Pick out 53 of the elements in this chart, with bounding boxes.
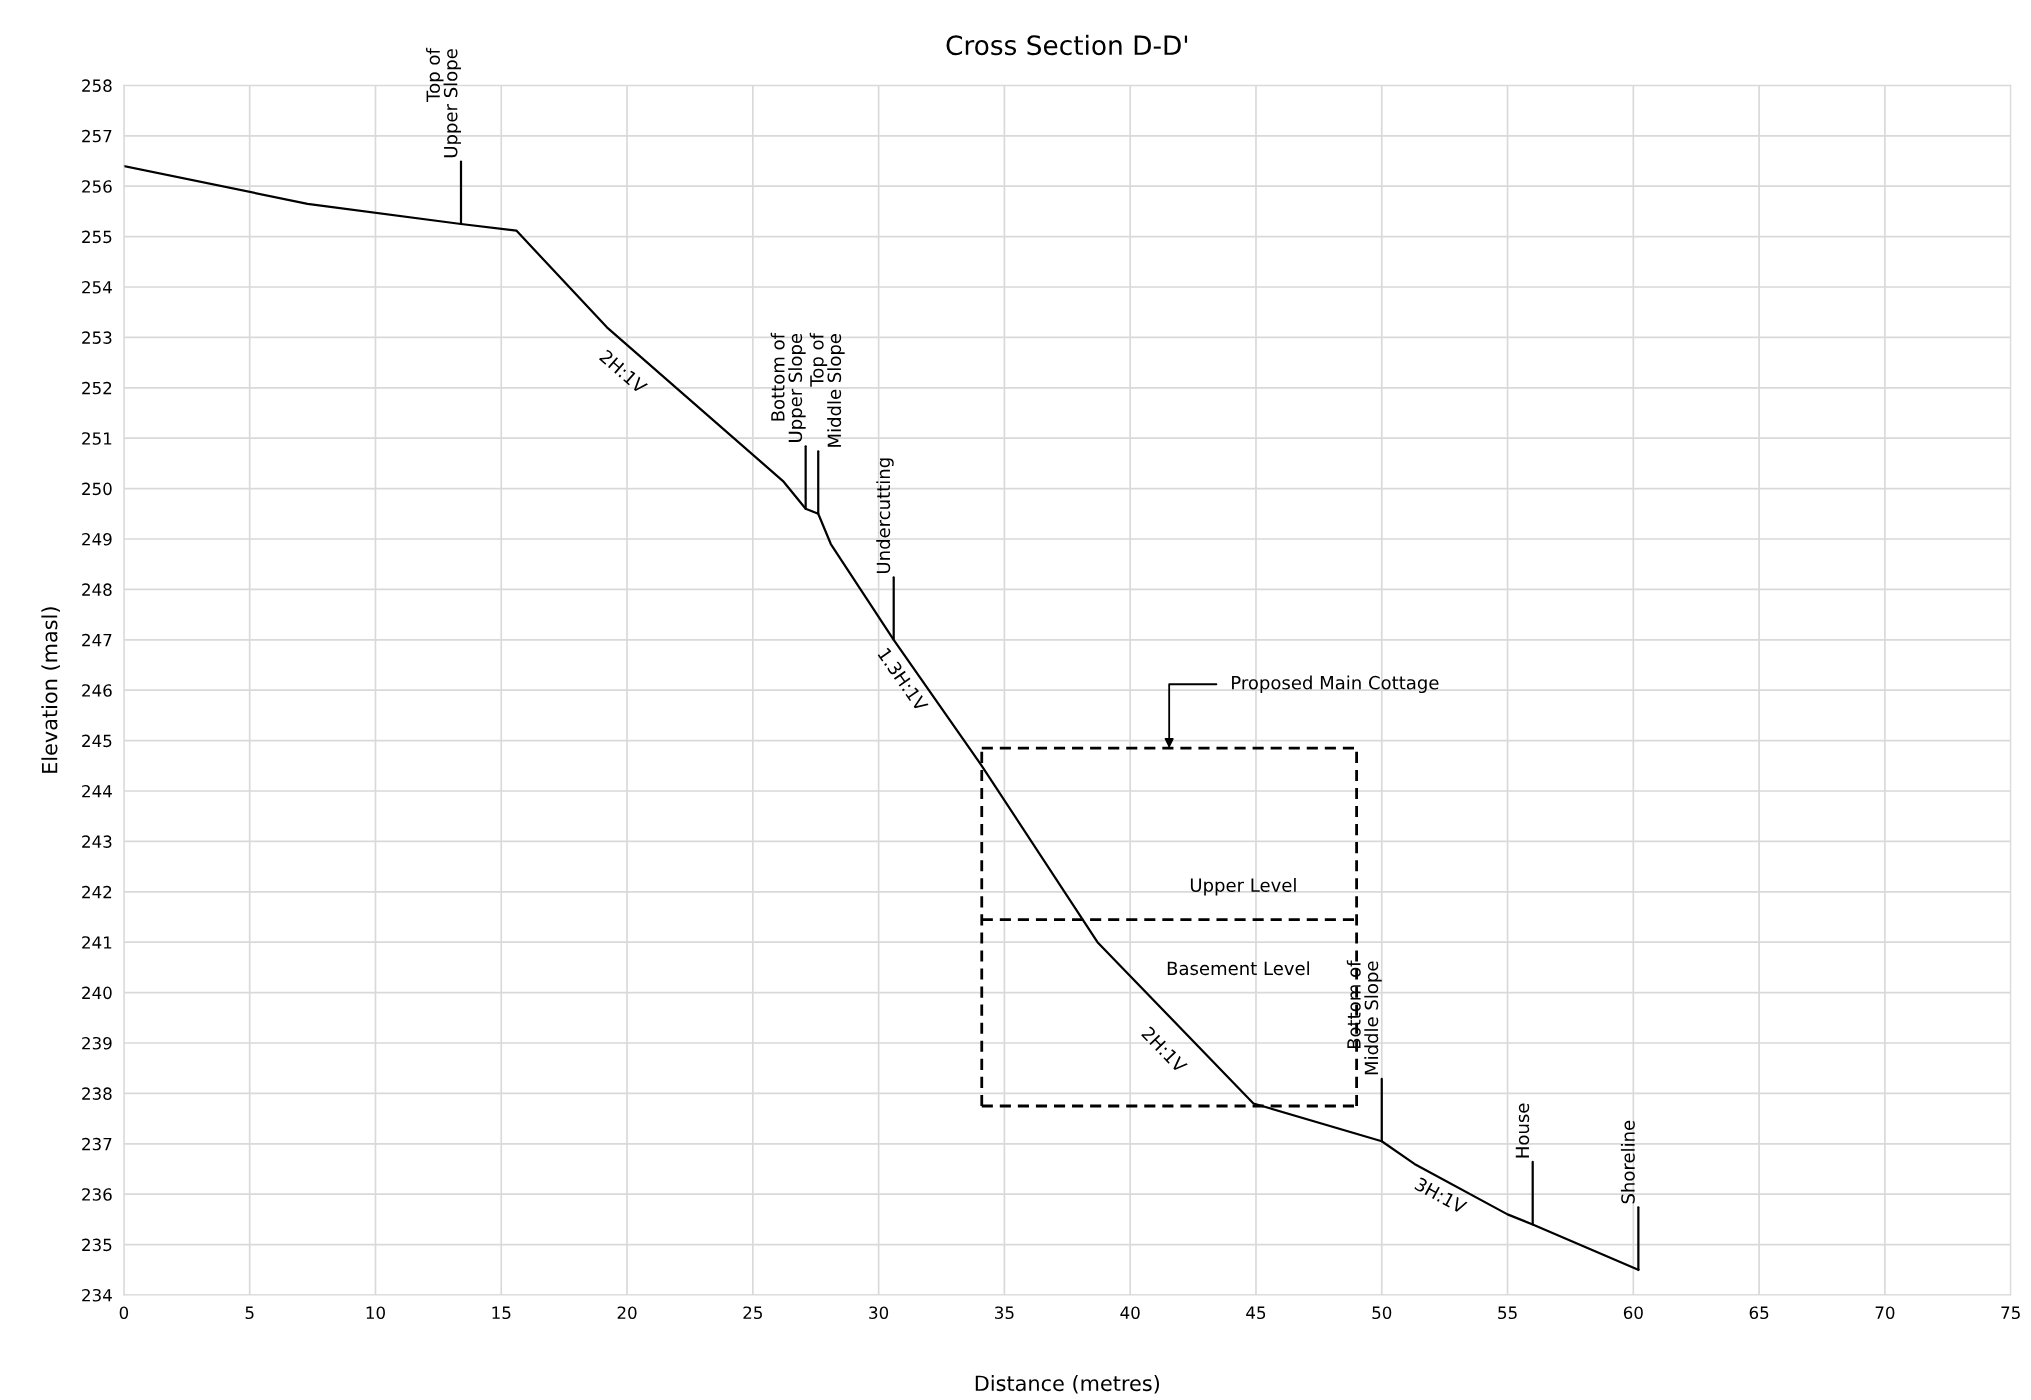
x-tick-label: 60 xyxy=(1623,1306,1643,1320)
y-tick-label: 244 xyxy=(82,784,112,798)
y-tick-label: 257 xyxy=(82,129,112,143)
y-tick-label: 248 xyxy=(82,583,112,596)
x-tick-label: 0 xyxy=(119,1306,129,1320)
y-tick-label: 237 xyxy=(82,1137,112,1151)
y-tick-label: 245 xyxy=(82,734,112,748)
annotation: House xyxy=(1515,1103,1530,1158)
x-tick-label: 25 xyxy=(743,1306,762,1320)
x-tick-label: 45 xyxy=(1246,1306,1266,1320)
annotation: Upper Level xyxy=(1190,878,1296,896)
x-tick-label: 5 xyxy=(245,1306,254,1320)
x-tick-label: 20 xyxy=(617,1306,637,1320)
y-tick-label: 251 xyxy=(82,432,112,445)
x-tick-label: 35 xyxy=(995,1306,1014,1320)
y-tick-label: 254 xyxy=(82,280,112,294)
x-tick-label: 75 xyxy=(2001,1306,2020,1320)
y-tick-label: 255 xyxy=(82,230,112,244)
y-tick-label: 238 xyxy=(82,1087,112,1100)
y-tick-label: 246 xyxy=(82,684,112,697)
annotation: Top of Middle Slope xyxy=(809,332,845,447)
x-tick-label: 70 xyxy=(1875,1306,1895,1320)
y-tick-label: 242 xyxy=(82,885,112,899)
y-tick-label: 241 xyxy=(82,936,112,949)
annotation: Proposed Main Cottage xyxy=(1232,675,1439,694)
y-tick-label: 239 xyxy=(82,1036,112,1050)
y-tick-label: 234 xyxy=(82,1288,112,1302)
y-tick-label: 240 xyxy=(82,986,112,1000)
y-tick-label: 250 xyxy=(82,482,112,496)
y-tick-label: 249 xyxy=(82,532,112,546)
x-axis-title: Distance (metres) xyxy=(975,1375,1160,1394)
annotation: Basement Level xyxy=(1167,961,1309,976)
y-tick-label: 256 xyxy=(82,180,112,193)
x-tick-label: 10 xyxy=(366,1306,385,1320)
y-axis-title: Elevation (masl) xyxy=(41,607,60,773)
annotation: Bottom of Upper Slope xyxy=(770,332,806,442)
x-tick-label: 30 xyxy=(869,1306,889,1320)
annotation: Undercutting xyxy=(876,458,894,573)
y-tick-label: 236 xyxy=(82,1188,112,1201)
y-tick-label: 235 xyxy=(82,1238,112,1252)
x-tick-label: 15 xyxy=(492,1306,511,1320)
y-tick-label: 253 xyxy=(82,331,112,344)
x-tick-label: 50 xyxy=(1372,1306,1392,1320)
x-tick-label: 65 xyxy=(1749,1306,1769,1320)
x-tick-label: 40 xyxy=(1120,1306,1140,1320)
chart-title: Cross Section D-D' xyxy=(946,34,1188,56)
y-tick-label: 247 xyxy=(82,633,112,647)
y-tick-label: 258 xyxy=(82,79,112,92)
annotation: Shoreline xyxy=(1620,1120,1635,1204)
y-tick-label: 243 xyxy=(82,835,112,848)
x-tick-label: 55 xyxy=(1498,1306,1517,1320)
y-tick-label: 252 xyxy=(82,381,112,395)
annotation: Top of Upper Slope xyxy=(426,47,461,158)
